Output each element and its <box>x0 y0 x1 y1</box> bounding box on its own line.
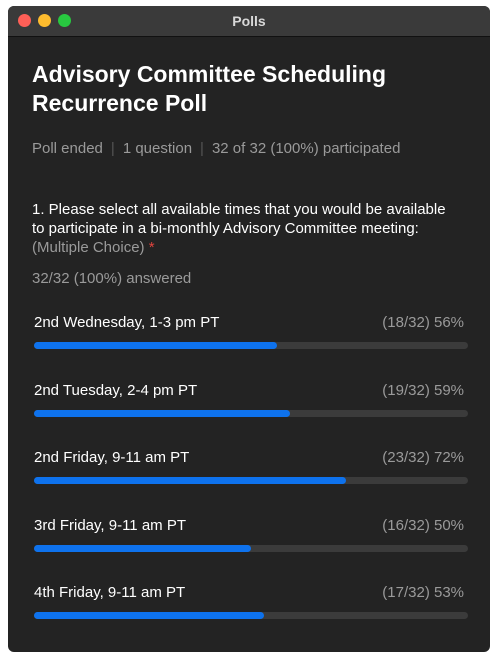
close-button[interactable] <box>18 14 31 27</box>
bar-track <box>34 477 468 484</box>
poll-title: Advisory Committee Scheduling Recurrence… <box>32 61 387 116</box>
bar-track <box>34 342 468 349</box>
option-label: 2nd Tuesday, 2-4 pm PT <box>34 381 198 399</box>
required-mark: * <box>148 239 155 256</box>
question-type: (Multiple Choice) <box>32 239 145 256</box>
zoom-button[interactable] <box>58 14 71 27</box>
bar-fill <box>34 544 251 552</box>
option-result: (19/32) 59% <box>382 381 464 399</box>
option-result: (23/32) 72% <box>382 449 464 466</box>
bar-track <box>34 409 468 417</box>
question-count: 1 question <box>122 140 193 157</box>
question: 1. Please select all available times tha… <box>32 200 462 257</box>
participation: 32 of 32 (100%) participated <box>211 140 401 157</box>
bar-fill <box>34 342 278 349</box>
bar-fill <box>34 612 265 619</box>
minimize-button[interactable] <box>38 14 51 27</box>
poll-meta: Poll ended | 1 question | 32 of 32 (100%) pa… <box>32 140 401 157</box>
poll-window: Polls Advisory Committee Scheduling Recu… <box>8 6 490 652</box>
option-result: (18/32) 56% <box>382 314 464 331</box>
bar-track <box>34 544 468 552</box>
bar-track <box>34 612 468 619</box>
option-label: 2nd Friday, 9-11 am PT <box>34 449 190 466</box>
window-title: Polls <box>232 13 266 29</box>
option-result: (17/32) 53% <box>382 584 464 601</box>
title-bar: Polls <box>8 6 490 37</box>
answered-count: 32/32 (100%) answered <box>32 270 192 287</box>
option-result: (16/32) 50% <box>382 516 464 534</box>
option-label: 2nd Wednesday, 1-3 pm PT <box>34 314 220 331</box>
bar-fill <box>34 409 291 417</box>
status: Poll ended <box>32 140 103 157</box>
option-label: 3rd Friday, 9-11 am PT <box>34 516 186 534</box>
bar-fill <box>34 477 347 484</box>
question-text: 1. Please select all available times tha… <box>32 201 446 237</box>
option-label: 4th Friday, 9-11 am PT <box>34 584 186 601</box>
